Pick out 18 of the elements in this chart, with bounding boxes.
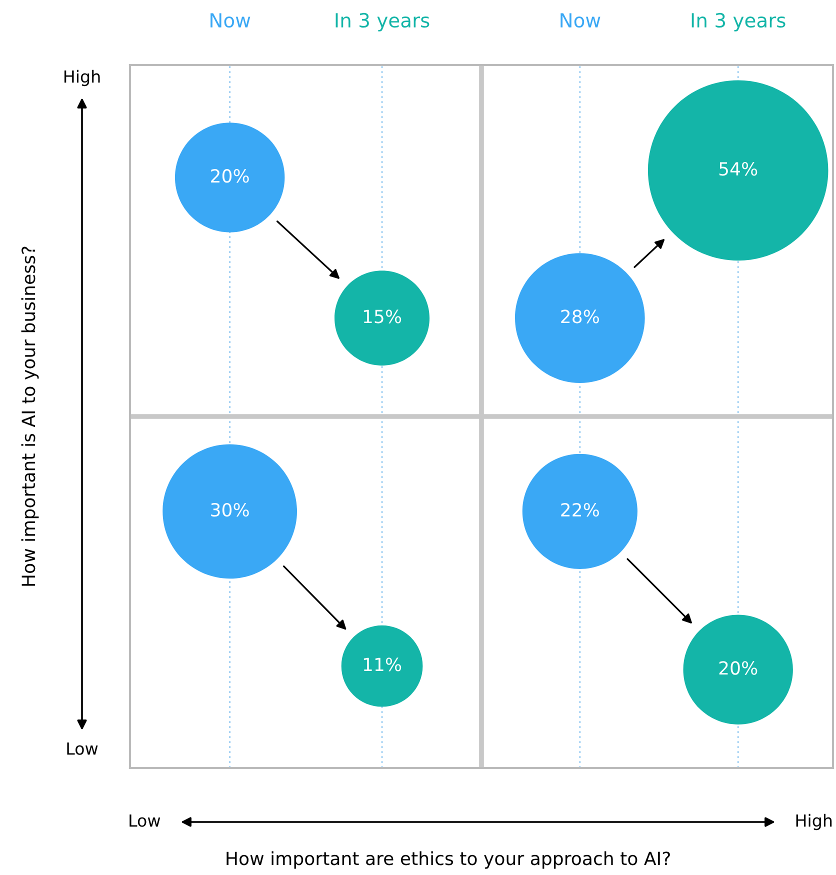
text: How important are ethics to your approach to AI? [226,851,670,869]
category-label: In 3 years [692,12,786,32]
text: Low [67,742,98,755]
data-label: 22% [561,502,599,517]
data-label: 28% [561,310,599,324]
text: Low [130,814,160,827]
text: High [796,814,832,830]
data-label: 20% [211,169,249,183]
data-label: 20% [719,661,758,675]
data-label: 30% [211,502,249,517]
data-label: 15% [364,310,402,324]
text: High [64,70,100,86]
category-label: In 3 years [336,12,430,32]
data-label: 54% [719,162,758,176]
data-label: 11% [364,658,402,672]
category-label: Now [210,13,250,28]
text: How important is AI to your business? [21,246,39,586]
category-label: Now [560,13,600,28]
